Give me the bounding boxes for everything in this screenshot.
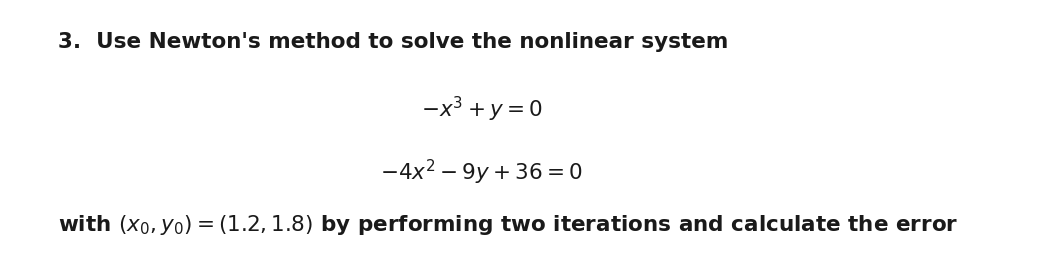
- Text: $-4x^2 - 9y + 36 = 0$: $-4x^2 - 9y + 36 = 0$: [380, 158, 583, 187]
- Text: 3.  Use Newton's method to solve the nonlinear system: 3. Use Newton's method to solve the nonl…: [58, 32, 728, 52]
- Text: $- x^3 + y = 0$: $- x^3 + y = 0$: [421, 95, 542, 124]
- Text: with $(x_0, y_0) = (1.2, 1.8)$ by performing two iterations and calculate the er: with $(x_0, y_0) = (1.2, 1.8)$ by perfor…: [58, 213, 958, 237]
